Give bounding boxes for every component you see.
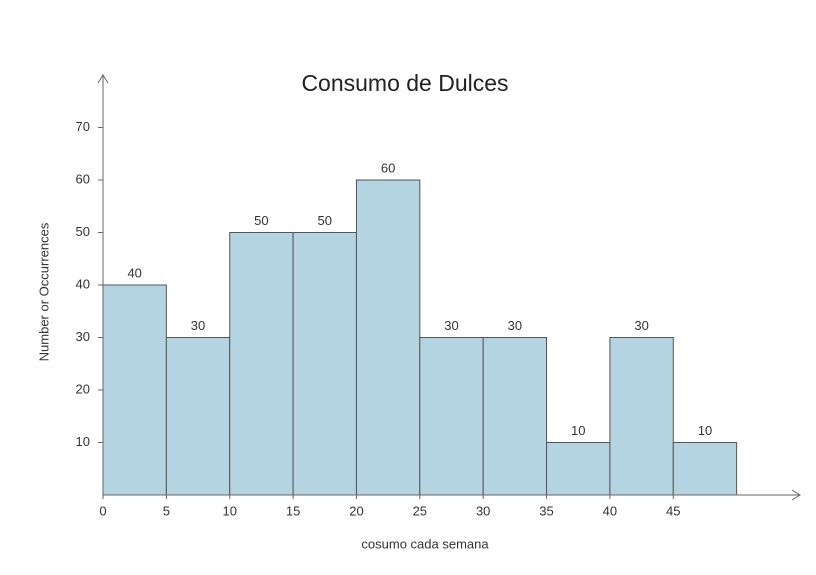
x-tick-label: 15 bbox=[286, 503, 300, 518]
y-tick-label: 60 bbox=[76, 171, 90, 186]
x-tick-label: 25 bbox=[413, 503, 427, 518]
plot-area: 40 30 50 50 60 30 30 10 30 10 10 20 30 40 50 60 70 0 5 10 15… bbox=[76, 74, 801, 518]
y-axis-label: Number or Occurrences bbox=[36, 222, 51, 361]
y-tick-label: 50 bbox=[76, 224, 90, 239]
y-tick-label: 20 bbox=[76, 381, 90, 396]
data-label: 30 bbox=[634, 318, 648, 333]
bar bbox=[229, 232, 294, 496]
chart-title: Consumo de Dulces bbox=[301, 70, 508, 96]
data-label: 30 bbox=[444, 318, 458, 333]
x-tick-label: 30 bbox=[476, 503, 490, 518]
x-tick-label: 10 bbox=[222, 503, 236, 518]
bar bbox=[546, 442, 611, 496]
x-axis bbox=[103, 489, 801, 501]
data-label: 60 bbox=[381, 160, 395, 175]
bar bbox=[355, 179, 421, 496]
x-axis-label: cosumo cada semana bbox=[361, 536, 489, 551]
data-label: 50 bbox=[318, 213, 332, 228]
bar bbox=[672, 442, 738, 496]
x-tick-label: 5 bbox=[163, 503, 170, 518]
bar bbox=[102, 284, 167, 496]
x-tick-label: 20 bbox=[349, 503, 363, 518]
y-tick-label: 30 bbox=[76, 329, 90, 344]
y-axis bbox=[97, 74, 109, 495]
data-label: 10 bbox=[571, 423, 585, 438]
x-tick-label: 45 bbox=[666, 503, 680, 518]
x-tick-label: 35 bbox=[539, 503, 553, 518]
y-tick-label: 10 bbox=[76, 434, 90, 449]
y-tick-label: 70 bbox=[76, 119, 90, 134]
y-tick-label: 40 bbox=[76, 276, 90, 291]
data-label: 10 bbox=[698, 423, 712, 438]
x-tick-label: 0 bbox=[99, 503, 106, 518]
data-label: 30 bbox=[508, 318, 522, 333]
x-tick-label: 40 bbox=[603, 503, 617, 518]
data-label: 30 bbox=[191, 318, 205, 333]
bar bbox=[419, 337, 484, 496]
data-label: 50 bbox=[254, 213, 268, 228]
bar bbox=[165, 337, 231, 496]
bar bbox=[292, 232, 357, 496]
bar bbox=[609, 337, 674, 496]
data-label: 40 bbox=[127, 265, 141, 280]
bar bbox=[482, 337, 548, 496]
